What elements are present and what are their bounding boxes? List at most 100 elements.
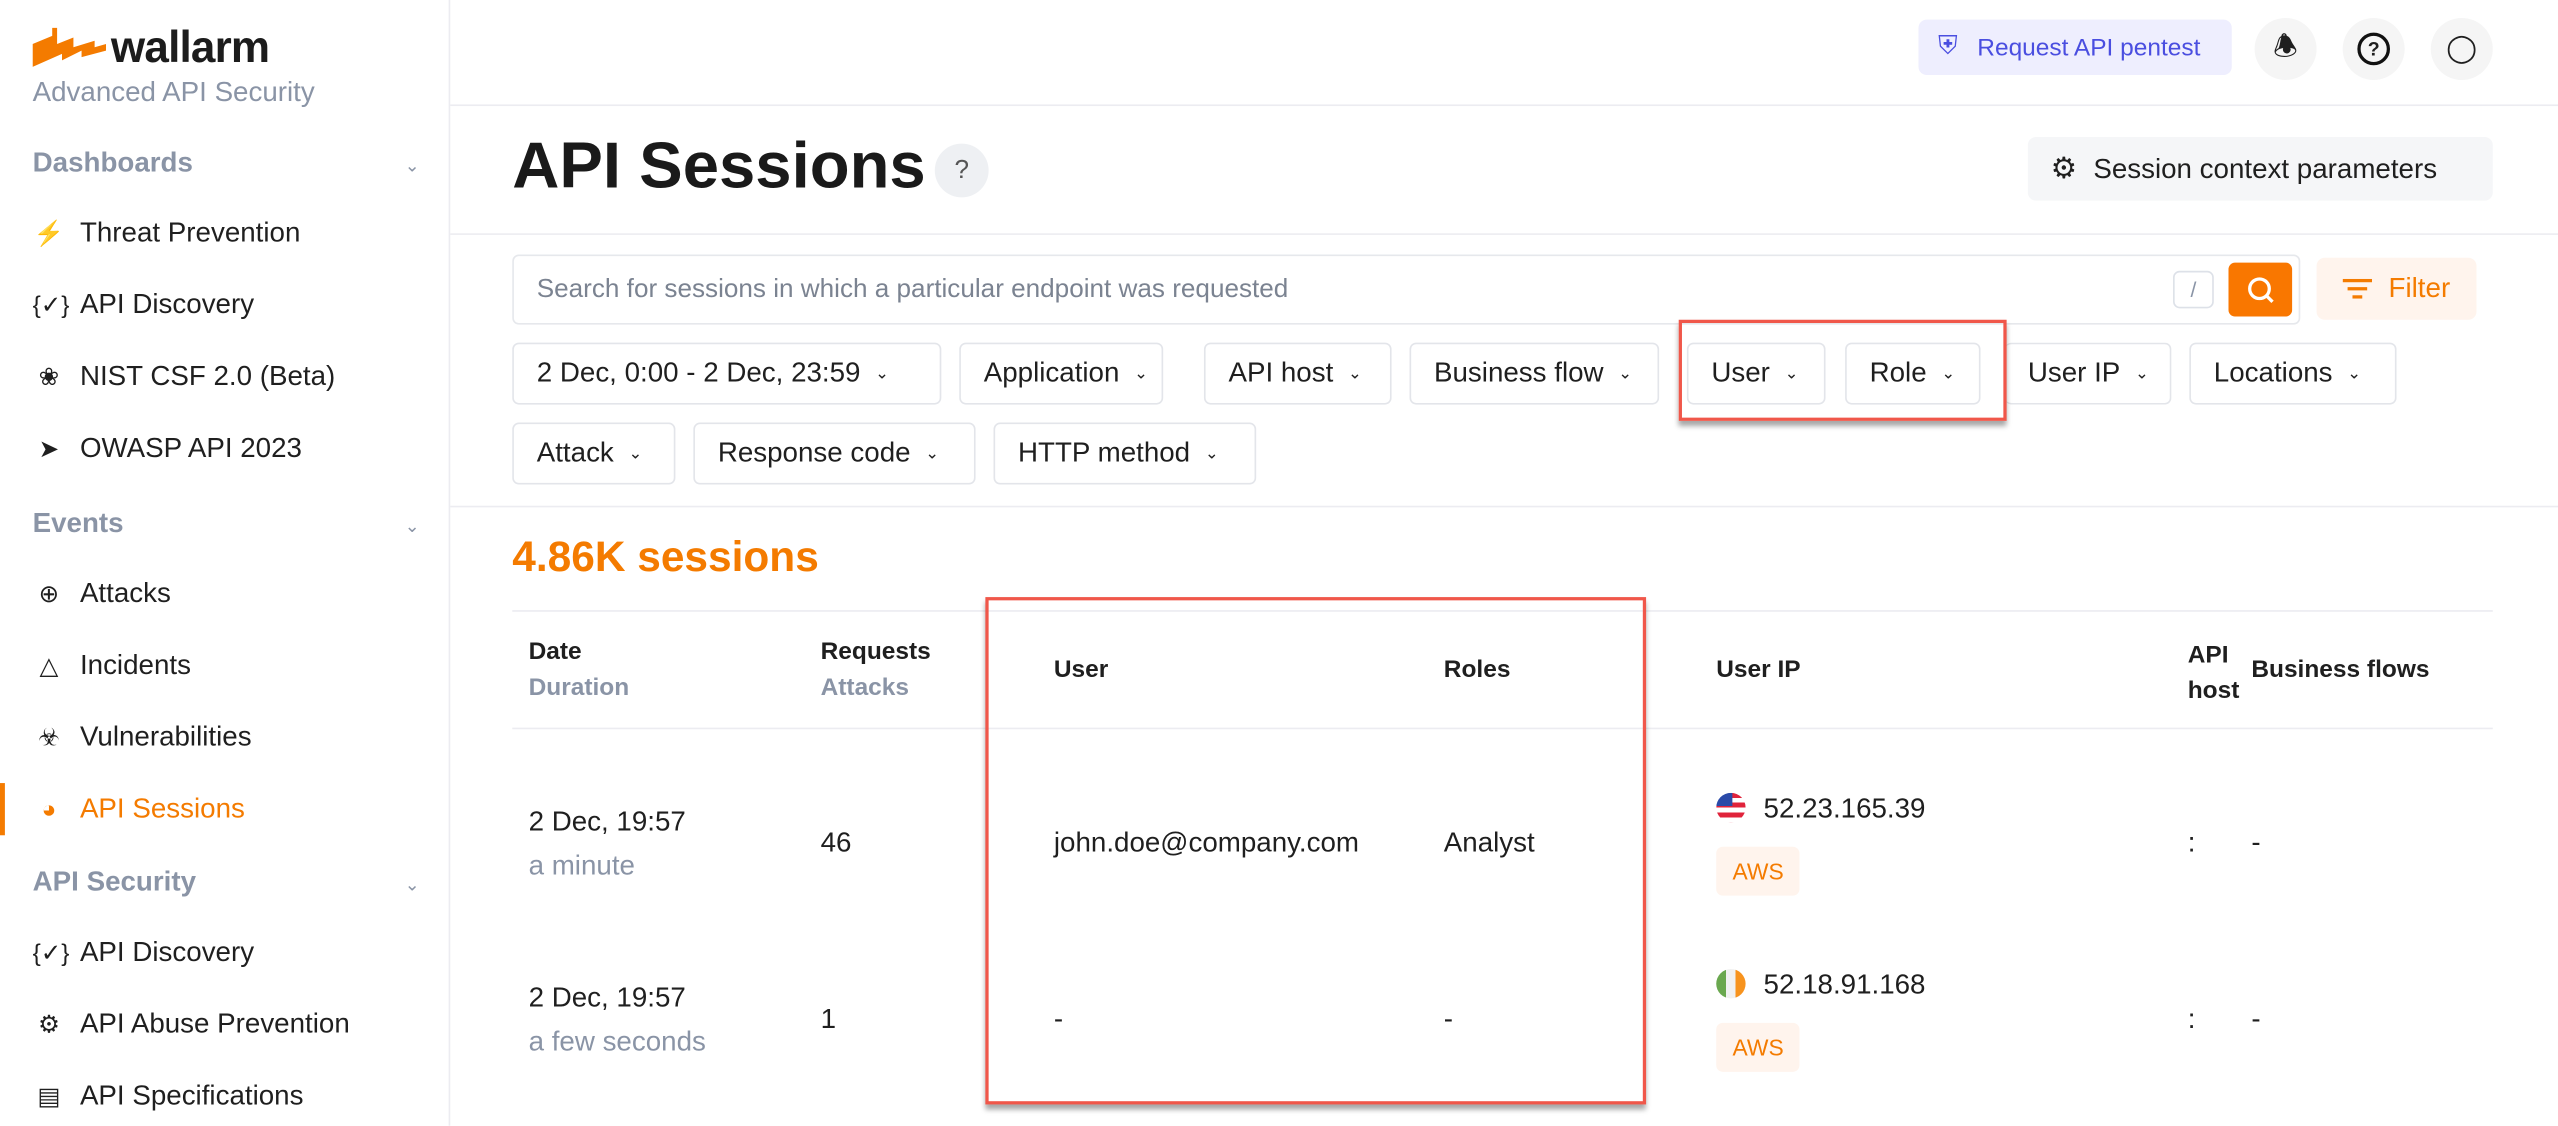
sidebar-item-api-abuse-prevention[interactable]: ⚙ API Abuse Prevention bbox=[0, 995, 447, 1054]
search-button[interactable] bbox=[2228, 262, 2293, 317]
item-label: NIST CSF 2.0 (Beta) bbox=[79, 360, 336, 392]
button-label: Filter bbox=[2388, 272, 2451, 304]
filter-http-method[interactable]: HTTP method ⌄ bbox=[993, 422, 1257, 485]
nist-icon: ❀ bbox=[38, 363, 60, 392]
shortcut-hint: / bbox=[2173, 270, 2214, 309]
filter-locations[interactable]: Locations ⌄ bbox=[2189, 342, 2397, 405]
chevron-down-icon[interactable]: ⌄ bbox=[404, 156, 420, 177]
sidebar-section-events[interactable]: Events bbox=[33, 507, 124, 540]
chevron-down-icon: ⌄ bbox=[1941, 364, 1956, 383]
filter-api-host[interactable]: API host ⌄ bbox=[1203, 342, 1392, 405]
sidebar-item-incidents[interactable]: △ Incidents bbox=[0, 636, 447, 695]
search-icon bbox=[2247, 276, 2273, 303]
table-header-border bbox=[512, 727, 2493, 730]
cell-user-ip: 52.18.91.168 bbox=[1716, 969, 1925, 1002]
divider bbox=[450, 233, 2558, 235]
braces-check-icon: {✓} bbox=[32, 292, 70, 320]
column-header-date[interactable]: Date Duration bbox=[528, 637, 630, 702]
highlight-box-filters bbox=[1678, 319, 2007, 421]
column-header-roles[interactable]: Roles bbox=[1443, 655, 1511, 684]
cell-business-flows: - bbox=[2251, 827, 2261, 859]
cell-roles: Analyst bbox=[1443, 827, 1535, 859]
filter-application[interactable]: Application ⌄ bbox=[959, 342, 1164, 405]
filter-date-range[interactable]: 2 Dec, 0:00 - 2 Dec, 23:59 ⌄ bbox=[512, 342, 942, 405]
bell-icon: 🕭 bbox=[2273, 30, 2299, 62]
item-label: Attacks bbox=[79, 577, 171, 609]
shield-bolt-icon: ⚡ bbox=[33, 220, 65, 248]
item-label: Vulnerabilities bbox=[79, 721, 252, 753]
chevron-down-icon: ⌄ bbox=[1347, 364, 1362, 383]
user-icon: ◯ bbox=[2446, 32, 2478, 64]
help-button[interactable]: ? bbox=[2342, 17, 2405, 80]
item-label: Incidents bbox=[79, 649, 191, 681]
biohazard-icon: ☣ bbox=[37, 724, 60, 753]
cell-user: john.doe@company.com bbox=[1053, 827, 1360, 859]
filter-attack[interactable]: Attack ⌄ bbox=[512, 422, 676, 485]
sidebar-section-api-security[interactable]: API Security bbox=[33, 866, 196, 899]
sidebar-item-vulnerabilities[interactable]: ☣ Vulnerabilities bbox=[0, 708, 447, 767]
sidebar-item-api-specifications[interactable]: ▤ API Specifications bbox=[0, 1067, 447, 1126]
section-label: Dashboards bbox=[32, 146, 193, 178]
chevron-down-icon[interactable]: ⌄ bbox=[404, 876, 420, 896]
sidebar-item-api-discovery[interactable]: {✓} API Discovery bbox=[0, 276, 447, 335]
chevron-down-icon[interactable]: ⌄ bbox=[404, 517, 420, 537]
chevron-down-icon: ⌄ bbox=[628, 444, 643, 463]
session-context-parameters-button[interactable]: ⚙ Session context parameters bbox=[2027, 137, 2493, 201]
filter-role[interactable]: Role ⌄ bbox=[1845, 342, 1981, 405]
column-header-business-flows[interactable]: Business flows bbox=[2251, 655, 2430, 684]
top-bar bbox=[450, 0, 2558, 107]
help-icon[interactable]: ? bbox=[934, 143, 989, 198]
filter-user[interactable]: User ⌄ bbox=[1686, 342, 1826, 405]
question-icon: ? bbox=[2357, 32, 2391, 66]
page-title: API Sessions bbox=[512, 130, 926, 203]
cell-api-host: : bbox=[2187, 827, 2196, 859]
column-header-requests[interactable]: Requests Attacks bbox=[820, 637, 931, 702]
column-header-api-host[interactable]: API host bbox=[2187, 641, 2240, 705]
notifications-button[interactable]: 🕭 bbox=[2254, 17, 2317, 80]
search-placeholder: Search for sessions in which a particula… bbox=[536, 275, 1289, 304]
sidebar-item-threat-prevention[interactable]: ⚡ Threat Prevention bbox=[0, 204, 447, 263]
gear-icon: ⚙ bbox=[2050, 151, 2078, 185]
cell-date: 2 Dec, 19:57 a few seconds bbox=[528, 982, 706, 1058]
search-input[interactable]: Search for sessions in which a particula… bbox=[512, 254, 2301, 325]
item-label: API Sessions bbox=[79, 792, 245, 824]
chevron-down-icon: ⌄ bbox=[1204, 444, 1219, 463]
sidebar-item-nist[interactable]: ❀ NIST CSF 2.0 (Beta) bbox=[0, 347, 447, 406]
item-label: API Abuse Prevention bbox=[79, 1008, 350, 1040]
ireland-flag-icon bbox=[1716, 969, 1746, 999]
sidebar-item-owasp[interactable]: ➤ OWASP API 2023 bbox=[0, 419, 447, 478]
bot-icon: ⚙ bbox=[37, 1011, 60, 1040]
warning-icon: △ bbox=[39, 652, 59, 681]
item-label: Threat Prevention bbox=[79, 216, 301, 248]
highlight-box-columns bbox=[985, 597, 1647, 1105]
sidebar: wallarm Advanced API Security Dashboards… bbox=[0, 0, 451, 1126]
user-menu-button[interactable]: ◯ bbox=[2430, 17, 2493, 80]
cell-api-host: : bbox=[2187, 1003, 2196, 1035]
column-header-user-ip[interactable]: User IP bbox=[1716, 655, 1801, 684]
brand-tagline: Advanced API Security bbox=[32, 76, 315, 108]
braces-check-icon: {✓} bbox=[32, 939, 70, 968]
filter-button[interactable]: Filter bbox=[2316, 257, 2477, 320]
section-label: Events bbox=[32, 507, 124, 539]
cell-user: - bbox=[1053, 1003, 1064, 1035]
column-header-user[interactable]: User bbox=[1053, 655, 1109, 684]
sidebar-item-api-discovery-2[interactable]: {✓} API Discovery bbox=[0, 923, 447, 982]
section-label: API Security bbox=[32, 866, 197, 898]
filter-response-code[interactable]: Response code ⌄ bbox=[693, 422, 976, 485]
filter-user-ip[interactable]: User IP ⌄ bbox=[2004, 342, 2172, 405]
document-icon: ▤ bbox=[37, 1083, 61, 1111]
chevron-down-icon: ⌄ bbox=[1784, 364, 1799, 383]
sidebar-section-dashboards[interactable]: Dashboards bbox=[33, 147, 193, 180]
filter-business-flow[interactable]: Business flow ⌄ bbox=[1409, 342, 1660, 405]
divider bbox=[450, 505, 2558, 508]
item-label: API Specifications bbox=[79, 1079, 304, 1111]
target-icon: ⊕ bbox=[38, 580, 60, 609]
session-count: 4.86K sessions bbox=[512, 531, 819, 581]
request-pentest-button[interactable]: ⛨ Request API pentest bbox=[1918, 19, 2232, 76]
sidebar-item-api-sessions[interactable]: ◕ API Sessions bbox=[0, 780, 447, 839]
us-flag-icon bbox=[1716, 792, 1746, 823]
button-label: Session context parameters bbox=[2093, 152, 2438, 184]
sidebar-item-attacks[interactable]: ⊕ Attacks bbox=[0, 564, 447, 623]
cell-date: 2 Dec, 19:57 a minute bbox=[528, 805, 686, 881]
wallarm-logo-icon bbox=[32, 27, 107, 67]
